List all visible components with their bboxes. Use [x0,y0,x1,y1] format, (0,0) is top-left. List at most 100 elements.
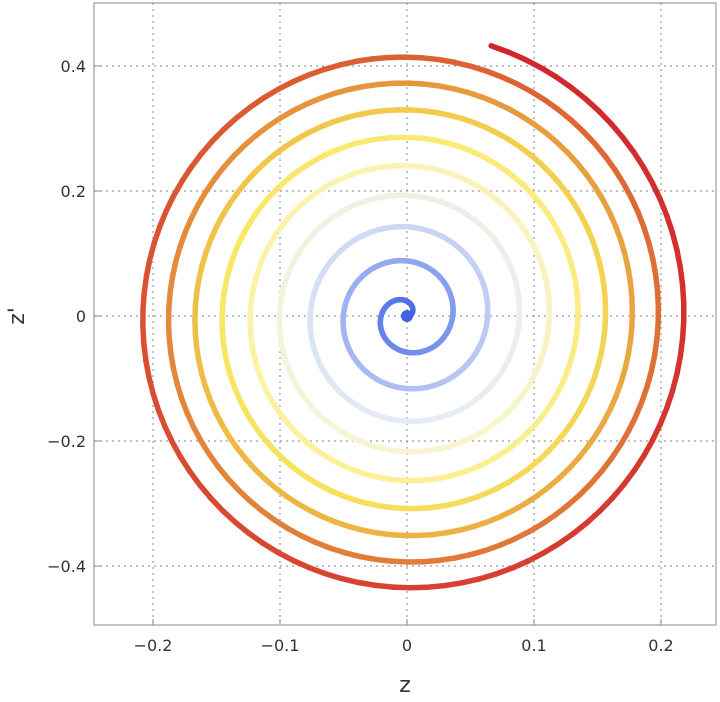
spiral-segment [582,95,602,114]
spiral-segment [459,576,482,586]
spiral-segment [538,64,560,80]
spiral-segment [163,193,177,214]
spiral-segment [209,126,227,144]
spiral-segment [620,467,637,488]
spiral-start-point [401,310,413,322]
y-tick-label: −0.4 [47,557,86,576]
spiral-segment [640,164,655,186]
x-tick-label: 0 [402,636,412,655]
spiral-series [140,43,687,591]
spiral-segment [290,557,312,571]
spiral-segment [260,86,281,101]
spiral-segment [525,550,547,564]
spiral-segment [597,495,616,514]
spiral-segment [674,353,684,377]
y-axis-label: z' [5,307,30,325]
spiral-segment [141,341,149,364]
spiral-segment [198,138,216,157]
spiral-segment [435,56,458,66]
spiral-segment [187,468,203,488]
spiral-segment [353,56,376,65]
spiral-segment [208,495,226,514]
spiral-segment [556,530,576,547]
spiral-segment [197,482,214,502]
spiral-segment [505,49,528,63]
spiral-segment [679,318,687,342]
spiral-segment [663,212,676,236]
spiral-segment [641,437,656,459]
spiral-segment [140,290,147,313]
spiral-segment [151,224,163,246]
spiral-segment [275,79,296,93]
spiral-segment [155,407,168,430]
spiral-segment [306,564,328,577]
spiral-segment [390,584,413,591]
spiral-segment [669,229,680,253]
spiral-segment [452,59,474,69]
spiral-segment [337,58,359,68]
spiral-segment [338,575,362,586]
spiral-segment [476,571,499,582]
spiral-segment [657,196,670,219]
y-tick-label: 0.2 [61,182,86,201]
spiral-segment [568,84,588,102]
spiral-segment [246,530,266,547]
spiral-segment [595,107,614,127]
spiral-segment [179,164,194,185]
spiral-segment [140,324,147,347]
spiral-segment [509,558,532,571]
spiral-segment [649,179,663,202]
spiral-segment [221,115,240,132]
spiral-segment [630,149,647,170]
spiral-segment [305,66,327,78]
spiral-segment [541,540,562,556]
spiral-segment [488,43,511,55]
spiral-segment [609,482,627,501]
spiral-segment [679,282,687,306]
spiral-segment [608,120,626,141]
spiral-segment [407,584,431,591]
spiral-segment [143,358,152,381]
spiral-segment [150,391,162,414]
spiral-segment [372,582,396,590]
x-tick-label: 0.1 [521,636,546,655]
spiral-segment [677,264,686,288]
spiral-segment [233,104,253,121]
spiral-segment [355,579,379,589]
spiral-segment [147,240,157,263]
spiral-segment [169,439,184,460]
spiral-segment [649,421,663,444]
x-tick-label: 0.2 [648,636,673,655]
spiral-segment [493,565,516,577]
spiral-segment [674,247,684,271]
spiral-segment [275,549,296,564]
spiral-segment [146,374,157,397]
spiral-segment [232,519,252,537]
x-axis-label: z [399,673,411,698]
spiral-segment [143,256,153,279]
spiral-segment [522,56,544,71]
spiral-segment [677,335,686,360]
spiral-segment [584,508,603,526]
spiral-segment [290,72,311,85]
spiral-segment [188,151,205,170]
spiral-segment [442,580,465,589]
spiral-segment [260,540,281,556]
y-tick-label: −0.2 [47,432,86,451]
spiral-segment [553,74,574,91]
spiral-segment [631,452,647,474]
x-tick-label: −0.2 [134,636,173,655]
spiral-segment [247,95,267,111]
spiral-segment [170,178,185,199]
spiral-segment [141,273,150,296]
spiral-segment [321,62,343,73]
spiral-segment [162,423,175,445]
spiral-segment [657,405,670,428]
spiral-segment [664,388,676,411]
axis-ticks: −0.2 −0.1 0 0.1 0.2 −0.4 −0.2 0 0.2 0.4 [47,57,674,655]
spiral-segment [369,54,392,62]
spiral-segment [669,371,680,394]
spiral-segment [424,582,448,590]
spiral-segment [620,134,637,155]
